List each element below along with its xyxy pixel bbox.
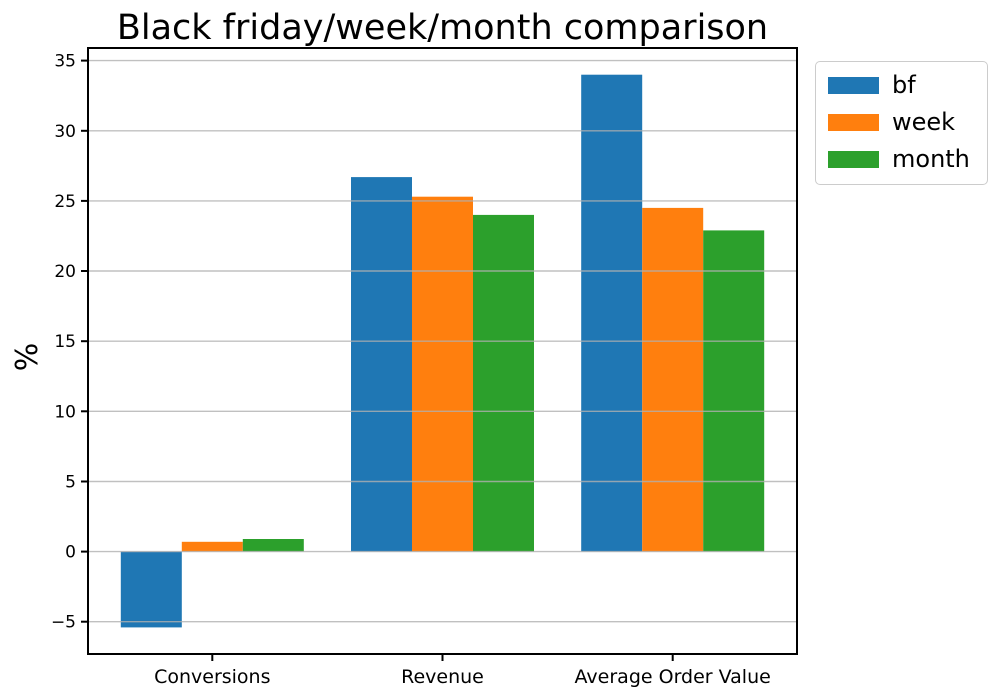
bar-bf-average-order-value xyxy=(581,74,643,552)
legend-label-week: week xyxy=(892,108,956,137)
y-tick-label: 0 xyxy=(65,543,76,563)
bar-month-revenue xyxy=(473,214,534,552)
chart-title: Black friday/week/month comparison xyxy=(116,8,769,48)
x-tick-label: Conversions xyxy=(154,666,270,688)
bar-bf-revenue xyxy=(351,177,412,552)
bar-month-average-order-value xyxy=(703,230,765,552)
bar-week-conversions xyxy=(181,541,243,552)
bar-week-average-order-value xyxy=(642,207,704,552)
legend-item-bf: bf xyxy=(828,71,975,99)
legend-item-week: week xyxy=(828,108,975,137)
x-tick-label: Average Order Value xyxy=(575,666,771,688)
bar-bf-conversions xyxy=(120,551,182,628)
x-tick-label: Revenue xyxy=(401,666,484,688)
y-tick-label: 25 xyxy=(54,192,76,212)
week-swatch-icon xyxy=(828,114,879,132)
month-swatch-icon xyxy=(828,151,879,169)
legend-label-bf: bf xyxy=(892,71,916,99)
y-tick-label: 20 xyxy=(54,262,76,282)
legend-label-month: month xyxy=(892,145,970,174)
legend: bf week month xyxy=(815,61,988,185)
legend-item-month: month xyxy=(828,147,975,172)
y-tick-label: 15 xyxy=(54,332,76,352)
bar-week-revenue xyxy=(412,196,473,552)
y-tick-label: −5 xyxy=(51,613,76,633)
y-tick-label: 10 xyxy=(54,402,76,422)
bf-swatch-icon xyxy=(828,77,879,95)
y-tick-label: 35 xyxy=(54,52,76,72)
y-tick-label: 30 xyxy=(54,122,76,142)
bar-month-conversions xyxy=(242,539,304,552)
y-tick-label: 5 xyxy=(65,473,76,493)
